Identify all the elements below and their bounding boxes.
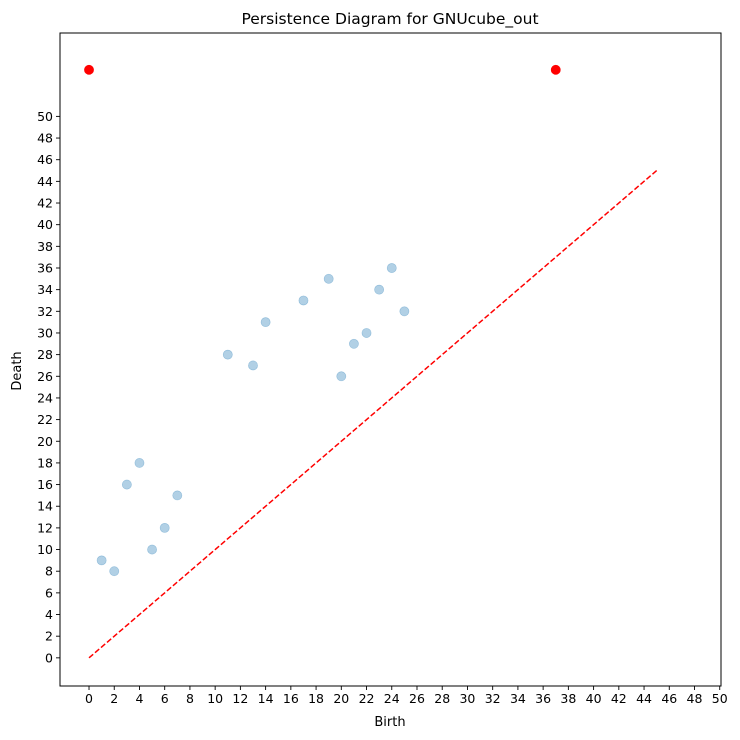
scatter-point [260, 317, 271, 328]
y-axis-ticks: 0246810121416182022242628303234363840424… [37, 109, 60, 665]
y-tick-label: 6 [45, 585, 53, 600]
plot-area [59, 32, 722, 687]
y-tick-label: 16 [37, 477, 53, 492]
y-axis-label: Death [10, 351, 25, 390]
y-tick-label: 32 [37, 304, 53, 319]
x-tick-label: 0 [85, 691, 93, 706]
x-tick-label: 10 [207, 691, 223, 706]
points-layer [84, 64, 561, 577]
scatter-point [323, 273, 334, 284]
diagonal-layer [88, 169, 658, 659]
x-tick-label: 50 [712, 691, 728, 706]
x-tick-label: 36 [535, 691, 551, 706]
diagonal-line [88, 169, 658, 659]
x-tick-label: 24 [384, 691, 400, 706]
scatter-point [222, 349, 233, 360]
x-tick-label: 28 [434, 691, 450, 706]
x-tick-label: 44 [636, 691, 652, 706]
x-tick-label: 12 [232, 691, 248, 706]
scatter-point [134, 458, 145, 468]
scatter-point [386, 263, 397, 273]
scatter-point [84, 64, 94, 75]
y-tick-label: 46 [37, 152, 53, 167]
x-tick-label: 18 [308, 691, 324, 706]
y-tick-label: 12 [37, 520, 53, 535]
y-tick-label: 22 [37, 412, 53, 427]
x-tick-label: 34 [510, 691, 526, 706]
y-tick-label: 20 [37, 434, 53, 449]
scatter-point [550, 64, 561, 75]
x-tick-label: 42 [611, 691, 627, 706]
chart-title: Persistence Diagram for GNUcube_out [241, 10, 538, 29]
y-tick-label: 26 [37, 369, 53, 384]
y-tick-label: 40 [37, 217, 53, 232]
x-tick-label: 46 [661, 691, 677, 706]
scatter-point [147, 544, 157, 555]
x-tick-label: 8 [186, 691, 194, 706]
y-tick-label: 8 [45, 564, 53, 579]
y-tick-label: 50 [37, 109, 53, 124]
scatter-point [248, 360, 258, 371]
scatter-point [298, 295, 309, 306]
x-tick-label: 22 [359, 691, 375, 706]
y-tick-label: 42 [37, 196, 53, 211]
y-tick-label: 34 [37, 282, 53, 297]
x-tick-label: 26 [409, 691, 425, 706]
x-tick-label: 4 [135, 691, 143, 706]
x-tick-label: 40 [586, 691, 602, 706]
y-tick-label: 2 [45, 629, 53, 644]
x-axis-ticks: 0 2 4 6 8 10 12 14 16 18 20 22 24 26 28 30 32 34 36 38 40 42 4… [85, 686, 728, 706]
scatter-point [336, 371, 347, 382]
y-tick-label: 36 [37, 260, 53, 275]
y-tick-label: 48 [37, 131, 53, 146]
y-tick-label: 44 [37, 174, 53, 189]
x-tick-label: 16 [283, 691, 299, 706]
y-tick-label: 14 [37, 499, 53, 514]
x-tick-label: 30 [459, 691, 475, 706]
scatter-point [399, 306, 410, 317]
x-axis-label: Birth [374, 715, 405, 730]
scatter-point [349, 338, 359, 349]
y-tick-label: 10 [37, 542, 53, 557]
scatter-point [172, 490, 183, 501]
scatter-point [159, 522, 170, 533]
y-tick-label: 0 [45, 650, 53, 665]
x-tick-label: 32 [485, 691, 501, 706]
scatter-point [109, 566, 120, 577]
y-tick-label: 38 [37, 239, 53, 254]
y-tick-label: 18 [37, 455, 53, 470]
y-tick-label: 24 [37, 390, 53, 405]
y-tick-label: 28 [37, 347, 53, 362]
scatter-point [361, 328, 372, 338]
x-tick-label: 48 [687, 691, 703, 706]
x-tick-label: 14 [258, 691, 274, 706]
y-tick-label: 4 [45, 607, 53, 622]
x-tick-label: 20 [333, 691, 349, 706]
scatter-point [96, 555, 107, 566]
x-tick-label: 2 [110, 691, 118, 706]
y-tick-label: 30 [37, 325, 53, 340]
scatter-point [374, 284, 385, 295]
scatter-point [121, 479, 132, 490]
x-tick-label: 38 [560, 691, 576, 706]
x-tick-label: 6 [161, 691, 169, 706]
